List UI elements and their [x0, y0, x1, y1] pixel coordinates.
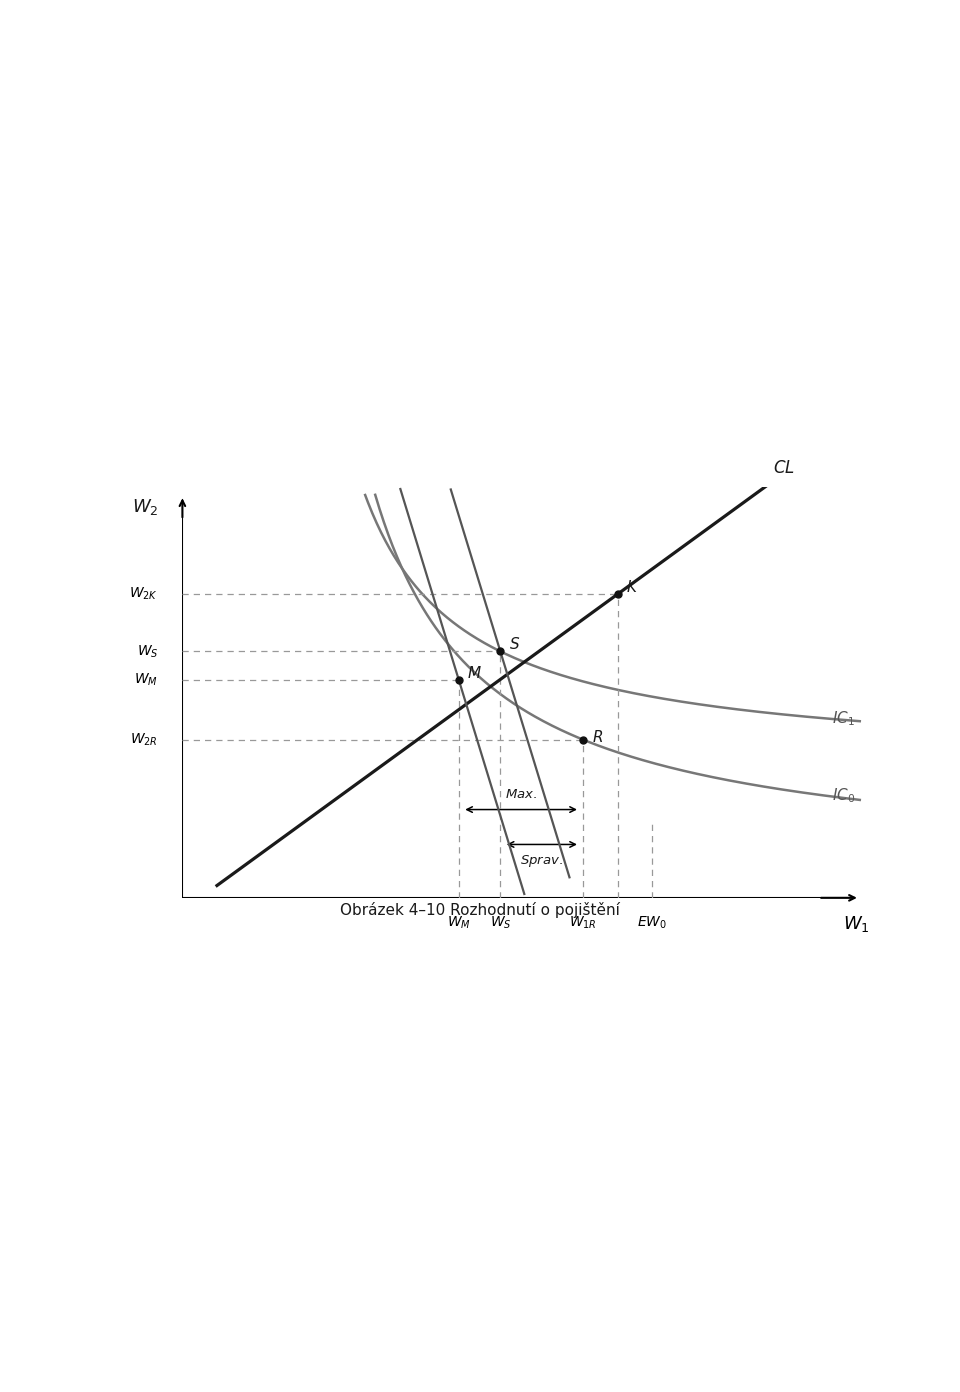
Text: $W_S$: $W_S$ — [136, 643, 158, 660]
Text: $K$: $K$ — [626, 579, 639, 594]
Text: Obrázek 4–10 Rozhodnutí o pojištění: Obrázek 4–10 Rozhodnutí o pojištění — [340, 902, 620, 917]
Text: $Sprav.$: $Sprav.$ — [520, 853, 564, 869]
Text: $S$: $S$ — [509, 636, 520, 653]
Text: $W_S$: $W_S$ — [490, 915, 511, 931]
Text: $W_{2K}$: $W_{2K}$ — [130, 586, 158, 603]
Text: $W_M$: $W_M$ — [134, 672, 158, 689]
Text: $R$: $R$ — [591, 729, 603, 745]
Text: $W_M$: $W_M$ — [447, 915, 470, 931]
Text: $W_{1R}$: $W_{1R}$ — [569, 915, 597, 931]
Text: $IC_1$: $IC_1$ — [832, 709, 855, 728]
Text: $W_1$: $W_1$ — [843, 915, 870, 934]
Text: $CL$: $CL$ — [774, 459, 795, 476]
Text: $M$: $M$ — [468, 665, 482, 681]
Text: $Max.$: $Max.$ — [505, 788, 538, 802]
Text: $EW_0$: $EW_0$ — [637, 915, 667, 931]
Text: $IC_0$: $IC_0$ — [832, 786, 855, 805]
Text: $W_2$: $W_2$ — [132, 497, 158, 518]
Text: $W_{2R}$: $W_{2R}$ — [131, 732, 158, 748]
